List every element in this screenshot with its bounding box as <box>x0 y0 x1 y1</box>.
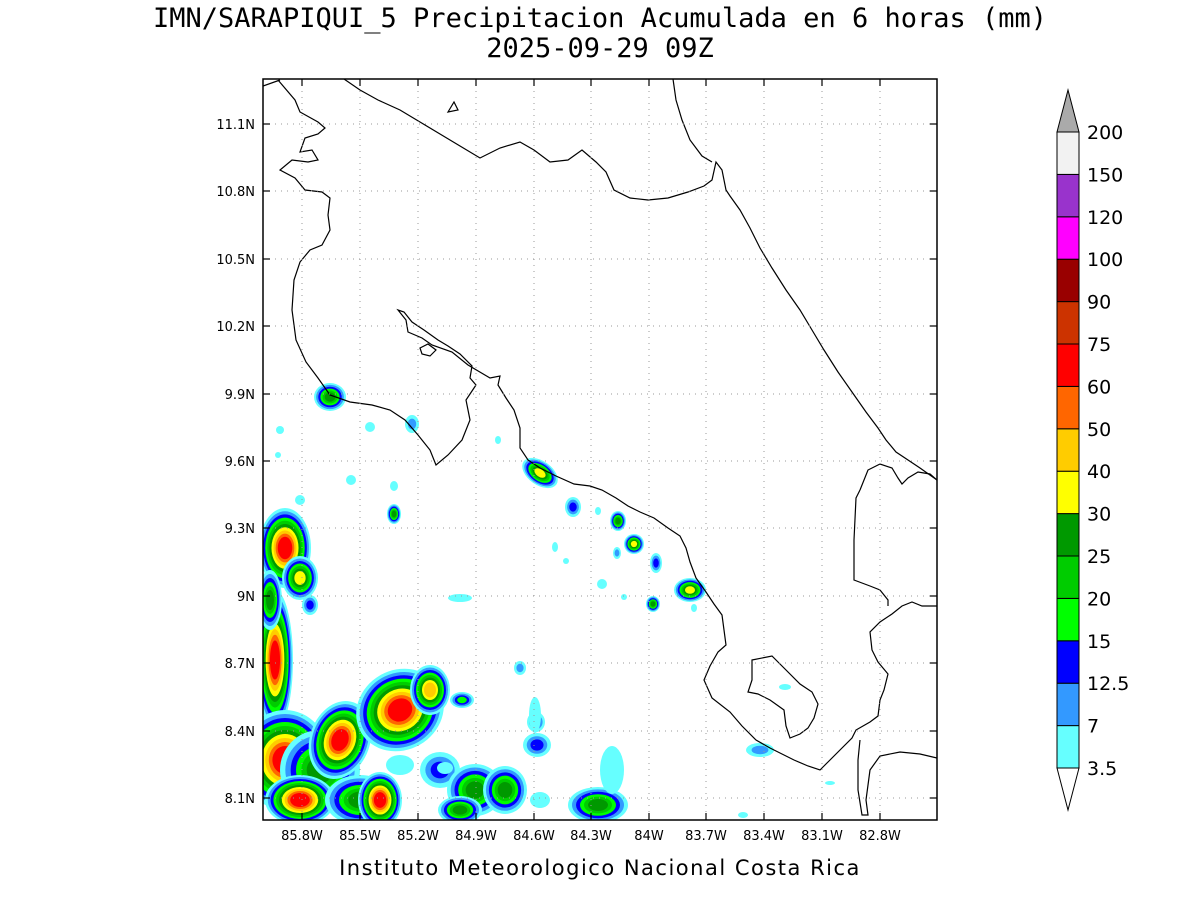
lat-tick-label: 8.1N <box>225 792 255 807</box>
lat-tick-label: 8.7N <box>225 657 255 672</box>
lon-tick-label: 83.1W <box>801 829 843 844</box>
legend-level-label: 60 <box>1087 376 1111 398</box>
legend-swatch <box>1056 385 1080 430</box>
lat-tick-label: 8.4N <box>225 725 255 740</box>
lat-tick-label: 11.1N <box>216 118 255 133</box>
legend-swatch <box>1056 640 1080 684</box>
legend-swatch <box>1056 301 1080 345</box>
legend-max-arrow <box>1056 88 1080 133</box>
lon-tick-label: 84W <box>634 829 664 844</box>
legend-swatch <box>1056 470 1080 515</box>
legend-swatch <box>1056 555 1080 599</box>
legend-swatch <box>1056 131 1080 175</box>
legend-level-label: 50 <box>1087 419 1111 441</box>
legend-level-label: 7 <box>1087 716 1099 738</box>
coastline <box>263 79 937 816</box>
legend-swatch <box>1056 216 1080 260</box>
plot-frame <box>262 78 938 821</box>
legend-swatch <box>1056 682 1080 727</box>
lon-tick-label: 84.3W <box>570 829 612 844</box>
legend-level-label: 75 <box>1087 334 1111 356</box>
legend-swatch <box>1056 343 1080 387</box>
legend-level-label: 100 <box>1087 249 1123 271</box>
map-title: IMN/SARAPIQUI_5 Precipitacion Acumulada … <box>152 3 1048 34</box>
legend-level-label: 40 <box>1087 461 1111 483</box>
lon-tick-label: 83.7W <box>685 829 727 844</box>
legend-level-label: 200 <box>1087 122 1123 144</box>
legend-min-arrow <box>1056 767 1080 812</box>
legend-swatch <box>1056 725 1080 769</box>
legend-swatch <box>1056 428 1080 472</box>
map-subtitle-date: 2025-09-29 09Z <box>486 33 714 64</box>
legend-level-label: 150 <box>1087 164 1123 186</box>
lon-tick-label: 85.5W <box>339 829 381 844</box>
colorbar-legend: 3.5 7 12.5 15 20 25 30 40 50 60 75 90 100 120 150 200 <box>1056 88 1129 812</box>
lon-tick-label: 82.8W <box>859 829 901 844</box>
legend-level-label: 90 <box>1087 292 1111 314</box>
precipitation-field <box>263 383 835 820</box>
gridlines <box>263 79 937 820</box>
lat-tick-label: 10.5N <box>216 253 255 268</box>
lat-tick-label: 10.8N <box>216 185 255 200</box>
lon-tick-label: 85.2W <box>397 829 439 844</box>
lat-tick-label: 10.2N <box>216 320 255 335</box>
legend-swatch <box>1056 513 1080 557</box>
legend-swatch <box>1056 173 1080 218</box>
legend-level-label: 30 <box>1087 504 1111 526</box>
lat-tick-label: 9.6N <box>225 455 255 470</box>
legend-swatch <box>1056 258 1080 303</box>
legend-level-label: 20 <box>1087 588 1111 610</box>
lon-tick-label: 85.8W <box>281 829 323 844</box>
legend-level-label: 120 <box>1087 207 1123 229</box>
axis-ticks: 11.1N 10.8N 10.5N 10.2N 9.9N 9.6N 9.3N 9N 8.7N 8.… <box>216 79 937 844</box>
legend-level-label: 15 <box>1087 631 1111 653</box>
lon-tick-label: 84.9W <box>455 829 497 844</box>
legend-level-label: 3.5 <box>1087 758 1117 780</box>
lat-tick-label: 9.9N <box>225 388 255 403</box>
lon-tick-label: 84.6W <box>513 829 555 844</box>
lon-tick-label: 83.4W <box>743 829 785 844</box>
credit-text: Instituto Meteorologico Nacional Costa R… <box>339 856 861 880</box>
legend-level-label: 25 <box>1087 546 1111 568</box>
lat-tick-label: 9N <box>237 590 255 605</box>
lat-tick-label: 9.3N <box>225 522 255 537</box>
legend-level-label: 12.5 <box>1087 673 1129 695</box>
legend-swatch <box>1056 597 1080 642</box>
